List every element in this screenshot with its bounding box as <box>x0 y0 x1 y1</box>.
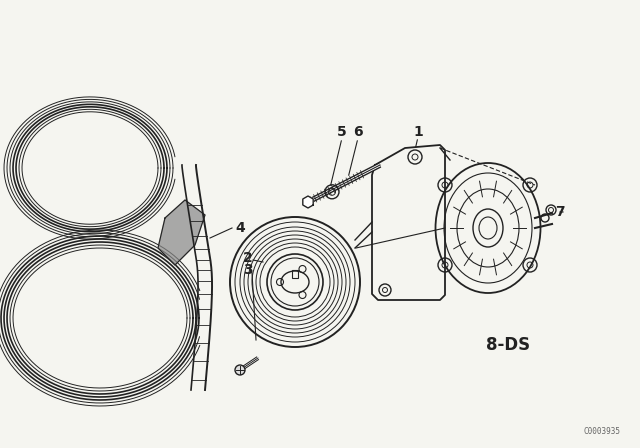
Polygon shape <box>158 200 205 265</box>
Text: 1: 1 <box>413 125 423 139</box>
Text: 6: 6 <box>353 125 363 139</box>
Text: 3: 3 <box>243 263 253 277</box>
Text: 5: 5 <box>337 125 347 139</box>
Text: 4: 4 <box>235 221 245 235</box>
Text: 8-DS: 8-DS <box>486 336 530 354</box>
Text: C0003935: C0003935 <box>584 427 621 436</box>
Polygon shape <box>303 196 313 208</box>
Circle shape <box>235 365 245 375</box>
Text: 2: 2 <box>243 251 253 265</box>
Text: 7: 7 <box>555 205 565 219</box>
